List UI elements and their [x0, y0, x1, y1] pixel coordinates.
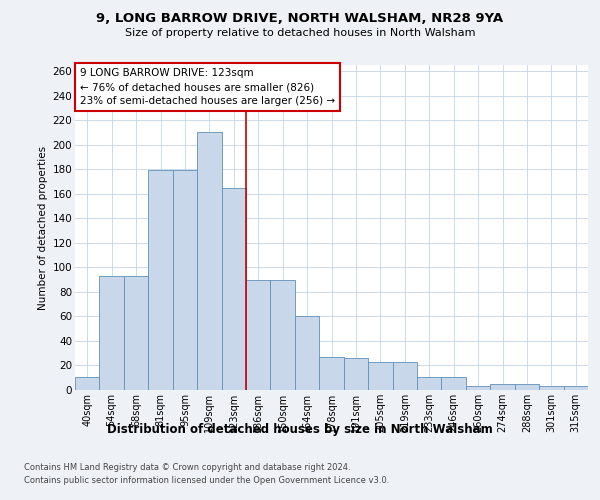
Bar	[100, 276, 124, 390]
Bar	[197, 132, 221, 390]
Bar	[319, 357, 344, 390]
Bar	[392, 362, 417, 390]
Bar	[515, 384, 539, 390]
Bar	[75, 376, 100, 390]
Bar	[173, 170, 197, 390]
Bar	[124, 276, 148, 390]
Bar	[295, 316, 319, 390]
Bar	[368, 362, 392, 390]
Text: Distribution of detached houses by size in North Walsham: Distribution of detached houses by size …	[107, 422, 493, 436]
Bar	[563, 386, 588, 390]
Text: Contains public sector information licensed under the Open Government Licence v3: Contains public sector information licen…	[24, 476, 389, 485]
Bar	[490, 384, 515, 390]
Bar	[344, 358, 368, 390]
Bar	[246, 280, 271, 390]
Text: 9, LONG BARROW DRIVE, NORTH WALSHAM, NR28 9YA: 9, LONG BARROW DRIVE, NORTH WALSHAM, NR2…	[97, 12, 503, 26]
Bar	[417, 376, 442, 390]
Bar	[148, 170, 173, 390]
Text: 9 LONG BARROW DRIVE: 123sqm
← 76% of detached houses are smaller (826)
23% of se: 9 LONG BARROW DRIVE: 123sqm ← 76% of det…	[80, 68, 335, 106]
Bar	[221, 188, 246, 390]
Text: Size of property relative to detached houses in North Walsham: Size of property relative to detached ho…	[125, 28, 475, 38]
Text: Contains HM Land Registry data © Crown copyright and database right 2024.: Contains HM Land Registry data © Crown c…	[24, 462, 350, 471]
Bar	[466, 386, 490, 390]
Y-axis label: Number of detached properties: Number of detached properties	[38, 146, 49, 310]
Bar	[271, 280, 295, 390]
Bar	[442, 376, 466, 390]
Bar	[539, 386, 563, 390]
